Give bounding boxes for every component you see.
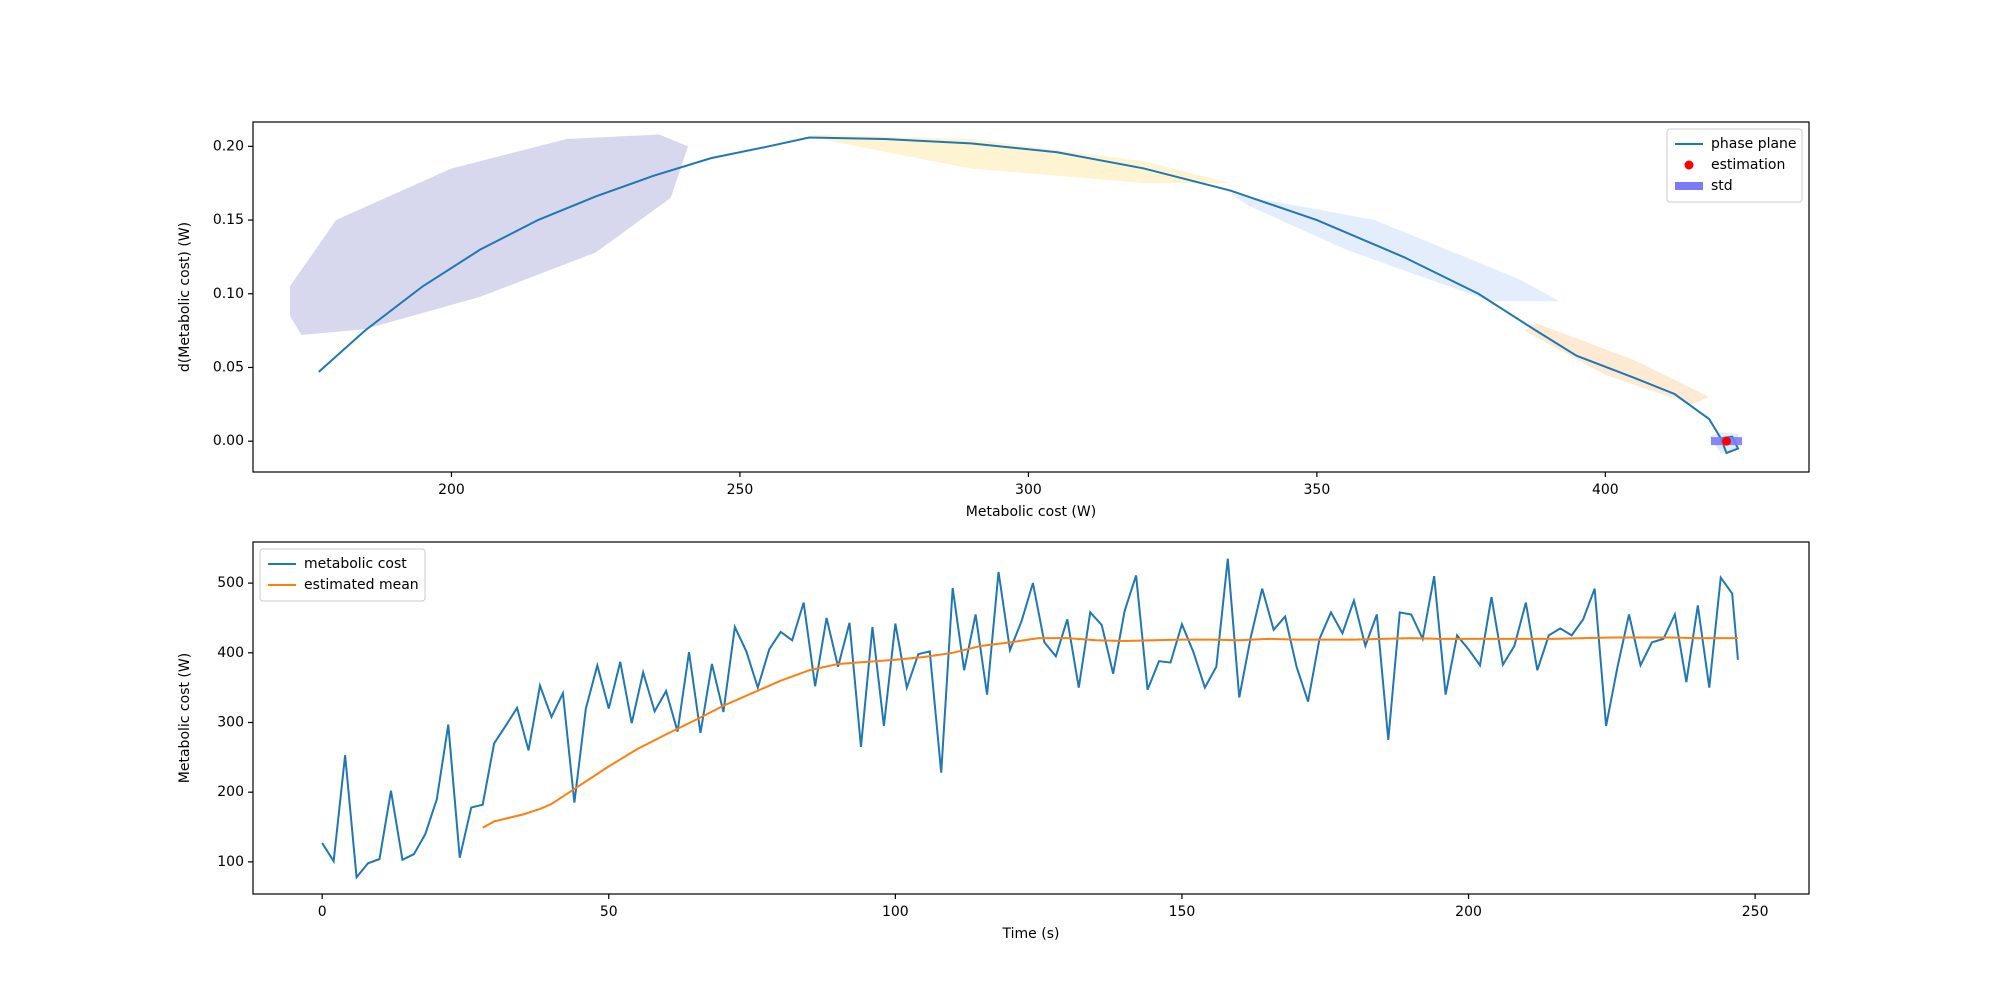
x-tick-label: 200 [438,482,465,498]
legend-label: phase plane [1711,136,1797,152]
y-tick-label: 0.15 [213,212,244,228]
y-axis-label: d(Metabolic cost) (W) [177,222,193,372]
x-axis-label: Time (s) [1002,926,1060,942]
x-axis-label: Metabolic cost (W) [966,504,1096,520]
x-tick-label: 250 [727,482,754,498]
estimation-point [1721,436,1731,446]
series-line [318,136,1740,455]
series-line [482,636,1738,829]
legend: phase plane estimation std [1666,128,1803,203]
plot-area [321,558,1739,880]
y-tick-label: 200 [217,784,244,800]
y-tick-label: 300 [217,714,244,730]
legend-label: metabolic cost [304,556,407,572]
x-tick-label: 150 [1169,904,1196,920]
x-tick-label: 350 [1304,482,1331,498]
x-tick-label: 300 [1015,482,1042,498]
plot-area [289,134,1743,455]
y-tick-label: 0.10 [213,286,244,302]
x-tick-label: 0 [318,904,327,920]
legend-label: std [1711,178,1733,194]
x-tick-label: 200 [1455,904,1482,920]
y-tick-label: 0.05 [213,359,244,375]
legend-box [259,548,426,602]
x-tick-label: 100 [882,904,909,920]
x-tick-label: 50 [600,904,618,920]
axes-frame [252,121,1810,473]
x-tick-label: 250 [1742,904,1769,920]
axes-frame [252,541,1810,895]
series-line [321,558,1739,880]
legend: metabolic cost estimated mean [259,548,426,602]
confidence-ellipse [289,134,689,336]
x-tick-label: 400 [1592,482,1619,498]
confidence-ellipse [1524,323,1710,405]
confidence-ellipse [809,134,1231,184]
y-tick-label: 0.00 [213,433,244,449]
y-tick-label: 500 [217,575,244,591]
y-tick-label: 100 [217,854,244,870]
legend-swatch [1684,160,1694,170]
y-tick-label: 0.20 [213,138,244,154]
legend-label: estimated mean [304,577,419,593]
y-tick-label: 400 [217,645,244,661]
legend-label: estimation [1711,157,1785,173]
y-axis-label: Metabolic cost (W) [177,653,193,783]
confidence-ellipse [1230,193,1560,302]
